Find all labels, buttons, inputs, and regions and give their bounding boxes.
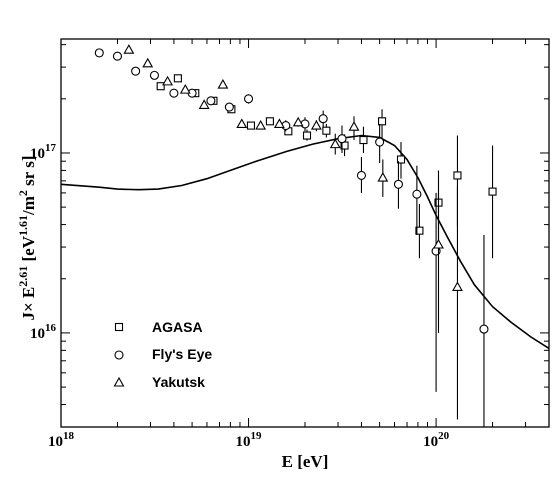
x-tick-label: 1020 <box>423 430 450 450</box>
data-point-circle <box>94 48 104 58</box>
y-tick-label: 1017 <box>30 142 57 162</box>
y-tick-label: 1016 <box>30 322 57 342</box>
axis-ticks <box>60 39 550 428</box>
legend-label-flys-eye: Fly's Eye <box>152 346 212 362</box>
data-point-circle <box>479 324 489 334</box>
data-point-square <box>302 131 312 140</box>
legend-item-agasa: AGASA <box>114 319 203 335</box>
x-axis-label: E [eV] <box>282 452 329 471</box>
data-point-square <box>156 82 165 91</box>
series-circle <box>94 48 489 427</box>
data-point-triangle <box>310 119 322 130</box>
legend-label-yakutsk: Yakutsk <box>152 374 205 390</box>
data-point-square <box>396 155 406 164</box>
legend-triangle-marker <box>113 376 125 387</box>
tick-labels: 1018 1019 1020 1016 1017 <box>30 142 450 450</box>
data-point-triangle <box>179 83 191 94</box>
data-point-circle <box>112 51 123 61</box>
model-curve <box>60 134 550 350</box>
data-point-triangle <box>198 99 210 109</box>
data-point-triangle <box>142 57 154 68</box>
data-point-triangle <box>452 281 463 292</box>
x-tick-label: 1019 <box>236 430 262 450</box>
data-point-triangle <box>348 121 360 131</box>
data-point-triangle <box>377 171 389 182</box>
data-point-circle <box>337 134 347 144</box>
x-tick-label: 1018 <box>48 430 75 450</box>
data-point-triangle <box>433 238 444 249</box>
data-point-circle <box>318 114 328 124</box>
data-point-circle <box>169 88 179 98</box>
data-point-circle <box>224 102 234 112</box>
plot-frame <box>60 38 550 428</box>
series-triangle <box>123 44 463 420</box>
data-point-square <box>173 74 182 83</box>
data-point-triangle <box>123 44 135 54</box>
data-point-triangle <box>329 138 341 149</box>
data-point-circle <box>149 70 160 80</box>
data-point-triangle <box>292 116 304 127</box>
data-point-circle <box>393 179 404 189</box>
data-point-triangle <box>273 118 285 128</box>
legend-label-agasa: AGASA <box>152 319 203 335</box>
data-point-triangle <box>236 118 248 128</box>
data-point-triangle <box>162 75 174 86</box>
data-point-square <box>322 126 331 135</box>
legend-circle-marker <box>114 350 124 360</box>
data-point-circle <box>412 189 422 199</box>
data-point-square <box>265 117 274 126</box>
legend: AGASA Fly's Eye Yakutsk <box>113 319 212 390</box>
plot-content <box>60 44 550 427</box>
data-point-circle <box>243 94 254 104</box>
legend-item-flys-eye: Fly's Eye <box>114 346 212 362</box>
data-point-circle <box>356 170 367 181</box>
data-point-triangle <box>217 78 229 89</box>
data-point-circle <box>206 96 216 106</box>
data-point-circle <box>131 66 141 76</box>
data-point-square <box>359 135 368 145</box>
data-point-square <box>453 171 462 180</box>
data-point-triangle <box>255 119 267 130</box>
legend-item-yakutsk: Yakutsk <box>113 374 205 390</box>
data-point-square <box>488 187 497 196</box>
data-point-square <box>415 226 424 235</box>
legend-square-marker <box>114 322 124 332</box>
data-point-circle <box>375 137 385 147</box>
data-point-square <box>377 117 387 126</box>
y-axis-label: J× E2.61 [eV1.61/m2 sr s] <box>16 155 38 320</box>
data-point-square <box>246 121 256 130</box>
